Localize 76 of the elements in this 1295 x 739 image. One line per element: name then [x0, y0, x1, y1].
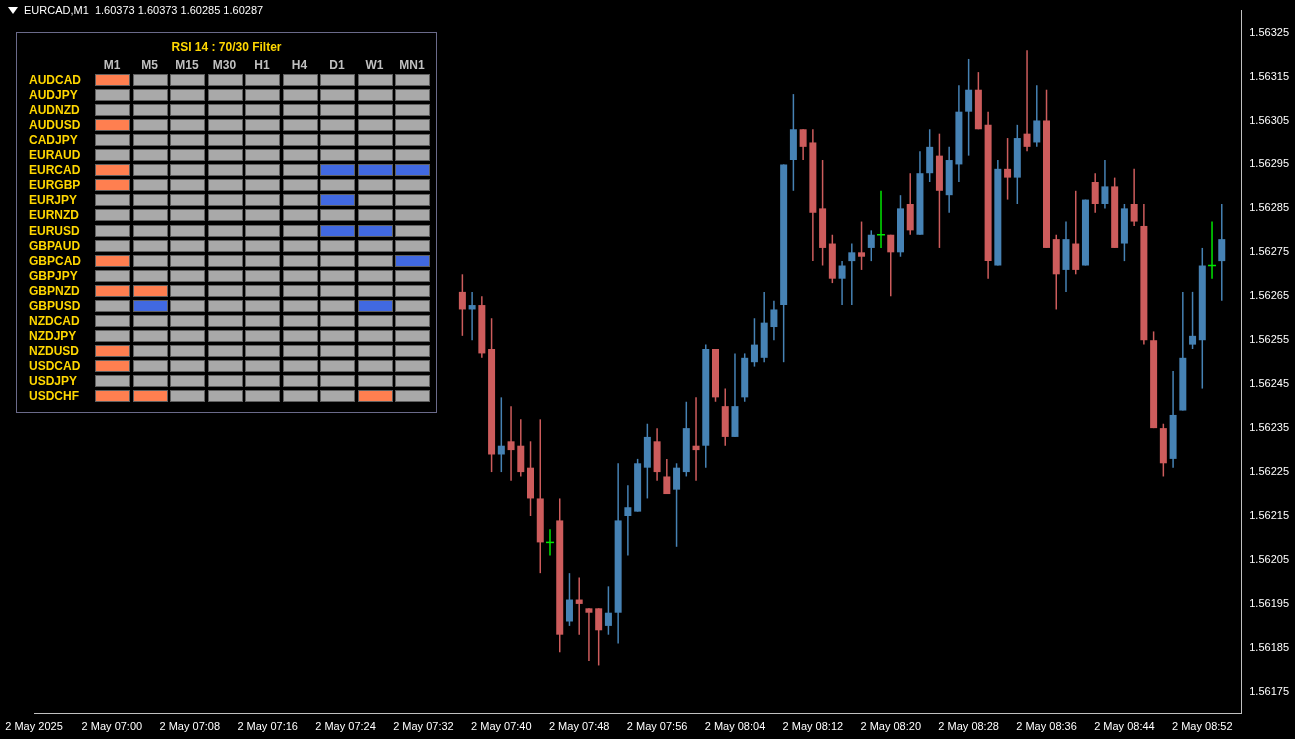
- y-tick-label: 1.56185: [1249, 640, 1289, 653]
- category-label: GBPUSD: [29, 298, 81, 313]
- x-tick-label: 2 May 07:32: [393, 720, 454, 733]
- category-label: CADJPY: [29, 133, 78, 148]
- y-tick-label: 1.56265: [1249, 289, 1289, 302]
- category-label: GBPNZD: [29, 283, 80, 298]
- candlestick: [624, 485, 632, 556]
- category-label: NZDJPY: [29, 328, 77, 343]
- x-tick-label: 2 May 2025: [5, 720, 63, 733]
- category-label: EURAUD: [29, 148, 81, 163]
- y-tick-label: 1.56205: [1249, 553, 1289, 566]
- category-label: NZDUSD: [29, 343, 79, 358]
- category-label: W1: [365, 58, 384, 72]
- y-tick-label: 1.56275: [1249, 245, 1289, 258]
- category-label: M30: [211, 58, 238, 72]
- x-tick-label: 2 May 08:52: [1172, 720, 1233, 733]
- y-tick-label: 1.56215: [1249, 509, 1289, 522]
- candlestick: [838, 261, 846, 306]
- y-tick-label: 1.56305: [1249, 113, 1289, 126]
- category-label: EURJPY: [29, 193, 78, 208]
- y-tick-label: 1.56225: [1249, 465, 1289, 478]
- category-label: M15: [174, 58, 200, 72]
- category-label: AUDNZD: [29, 103, 80, 118]
- chart-title: EURCAD,M1 1.60373 1.60373 1.60285 1.60287: [24, 4, 264, 16]
- category-label: GBPJPY: [29, 268, 78, 283]
- category-label: MN1: [398, 58, 426, 72]
- category-label: EURNZD: [29, 208, 79, 223]
- category-label: USDJPY: [29, 374, 78, 388]
- y-tick-label: 1.56255: [1249, 333, 1289, 346]
- y-tick-label: 1.56315: [1249, 69, 1289, 82]
- category-label: EURGBP: [29, 178, 81, 193]
- x-tick-label: 2 May 07:00: [81, 720, 143, 733]
- x-tick-label: 2 May 07:16: [237, 720, 298, 733]
- text: RSI 14 : 70/30 Filter: [170, 40, 283, 54]
- candlestick: [1218, 203, 1226, 301]
- category-label: NZDCAD: [29, 313, 80, 328]
- candlestick: [585, 608, 593, 662]
- candlestick: [468, 291, 476, 341]
- category-label: M5: [140, 58, 159, 72]
- y-tick-label: 1.56245: [1249, 377, 1289, 390]
- category-label: H1: [253, 58, 271, 72]
- y-tick-label: 1.56295: [1249, 157, 1289, 170]
- category-label: M1: [102, 58, 122, 72]
- y-tick-label: 1.56235: [1249, 421, 1289, 434]
- y-tick-label: 1.56195: [1249, 596, 1289, 609]
- category-label: USDCAD: [29, 358, 81, 373]
- y-tick-label: 1.56285: [1249, 201, 1289, 214]
- x-tick-label: 2 May 08:04: [704, 720, 766, 733]
- category-label: D1: [328, 58, 346, 72]
- x-tick-label: 2 May 08:44: [1094, 720, 1155, 733]
- category-label: AUDUSD: [29, 118, 81, 133]
- x-tick-label: 2 May 07:08: [159, 720, 221, 733]
- category-label: GBPAUD: [29, 238, 81, 253]
- candlestick: [507, 406, 515, 481]
- y-tick-label: 1.56325: [1249, 25, 1289, 38]
- category-label: EURCAD: [29, 163, 81, 178]
- candlestick: [692, 397, 700, 481]
- x-tick-label: 2 May 07:56: [626, 720, 688, 733]
- x-tick-label: 2 May 08:12: [782, 720, 844, 733]
- candlestick: [848, 243, 856, 306]
- x-tick-label: 2 May 07:48: [548, 720, 610, 733]
- category-label: GBPCAD: [29, 253, 82, 268]
- x-tick-label: 2 May 07:24: [315, 720, 376, 733]
- x-tick-label: 2 May 08:28: [938, 720, 999, 733]
- candlestick: [575, 577, 583, 635]
- category-label: H4: [290, 58, 309, 72]
- y-tick-label: 1.56175: [1249, 684, 1289, 697]
- x-tick-label: 2 May 08:36: [1016, 720, 1077, 733]
- category-label: AUDCAD: [29, 73, 81, 87]
- category-label: AUDJPY: [29, 88, 78, 103]
- candlestick: [1023, 50, 1031, 152]
- x-tick-label: 2 May 07:40: [471, 720, 532, 733]
- candlestick: [1130, 168, 1138, 226]
- category-label: EURUSD: [29, 223, 80, 238]
- x-tick-label: 2 May 08:20: [860, 720, 922, 733]
- category-label: USDCHF: [29, 389, 79, 404]
